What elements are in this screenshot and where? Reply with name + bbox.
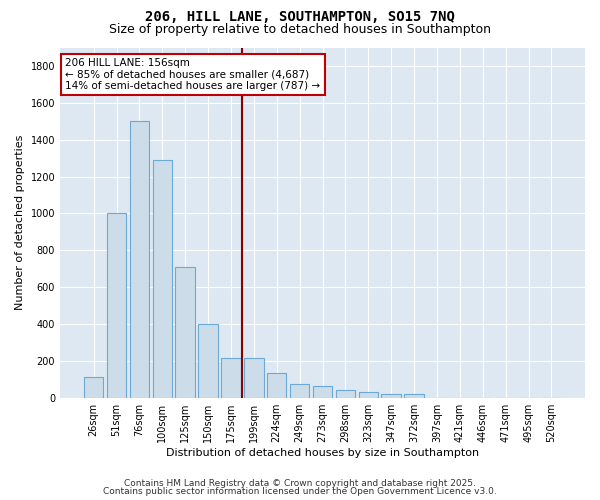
Bar: [290, 384, 310, 398]
Bar: [130, 121, 149, 398]
Text: Size of property relative to detached houses in Southampton: Size of property relative to detached ho…: [109, 22, 491, 36]
Bar: [404, 394, 424, 398]
Bar: [175, 267, 195, 398]
X-axis label: Distribution of detached houses by size in Southampton: Distribution of detached houses by size …: [166, 448, 479, 458]
Text: Contains HM Land Registry data © Crown copyright and database right 2025.: Contains HM Land Registry data © Crown c…: [124, 478, 476, 488]
Bar: [244, 358, 263, 398]
Bar: [107, 214, 126, 398]
Bar: [199, 324, 218, 398]
Bar: [221, 358, 241, 398]
Text: 206 HILL LANE: 156sqm
← 85% of detached houses are smaller (4,687)
14% of semi-d: 206 HILL LANE: 156sqm ← 85% of detached …: [65, 58, 320, 91]
Y-axis label: Number of detached properties: Number of detached properties: [15, 135, 25, 310]
Bar: [84, 378, 103, 398]
Bar: [382, 394, 401, 398]
Bar: [335, 390, 355, 398]
Bar: [359, 392, 378, 398]
Text: Contains public sector information licensed under the Open Government Licence v3: Contains public sector information licen…: [103, 487, 497, 496]
Text: 206, HILL LANE, SOUTHAMPTON, SO15 7NQ: 206, HILL LANE, SOUTHAMPTON, SO15 7NQ: [145, 10, 455, 24]
Bar: [267, 373, 286, 398]
Bar: [152, 160, 172, 398]
Bar: [313, 386, 332, 398]
